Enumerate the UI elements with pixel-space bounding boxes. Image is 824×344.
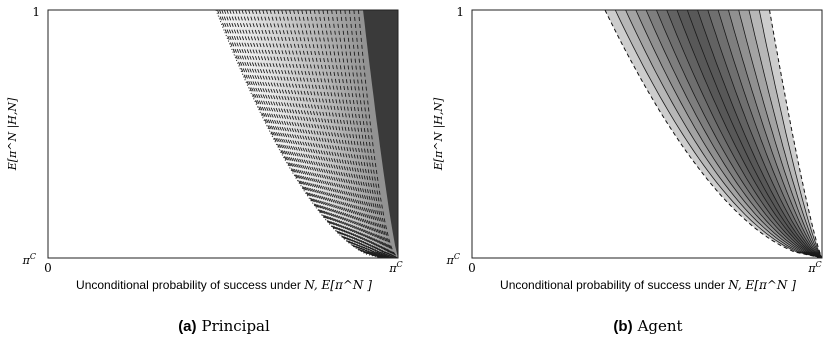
shade-band [759,10,822,258]
contour-line [223,9,383,259]
shade-band [615,10,822,258]
plot-area-b [604,9,823,259]
x-axis-label-b: Unconditional probability of success und… [500,278,796,292]
axes-frame-a [47,9,399,259]
contour-line [241,9,386,259]
shade-band [656,10,822,258]
contour-line [614,9,823,259]
axes-frame-b [471,9,823,259]
shade-band [646,10,822,258]
contour-line [285,9,391,259]
contour-line [635,9,823,259]
contour-line [313,9,394,259]
contour-line [277,9,390,259]
shade-band [707,10,822,258]
contour-line [331,9,396,259]
boundary-right [769,9,823,259]
shade-band [666,10,822,258]
contour-line [697,9,823,259]
y-tick-top-a: 1 [32,5,40,19]
x-tick-left-b: 0 [468,261,476,275]
contour-line [318,9,394,259]
shade-band [625,10,822,258]
shade-band [718,10,822,258]
contour-line [273,9,389,259]
x-tick-right-b: πC [807,260,821,275]
contour-line [748,9,823,259]
contour-line [248,9,386,259]
x-axis-label-a: Unconditional probability of success und… [76,278,372,292]
contour-line [235,9,385,259]
contour-line [717,9,823,259]
y-tick-top-b: 1 [456,5,464,19]
contour-line [297,9,392,259]
caption-b: (b) Agent [613,317,682,335]
contour-line [335,9,396,259]
y-axis-label-b: E[π^N |H,N] [432,97,446,171]
contour-line [251,9,387,259]
contour-line [229,9,384,259]
contour-line [238,9,385,259]
plot-area-a [215,9,398,259]
shade-band [605,10,822,258]
contour-line [255,9,387,259]
contour-line [269,9,389,259]
shade-band [738,10,822,258]
contour-line [301,9,393,259]
contour-line [738,9,823,259]
contour-line [676,9,823,259]
shade-band [748,10,822,258]
caption-a: (a) Principal [178,317,270,335]
contour-line [625,9,823,259]
contour-line [322,9,395,259]
contour-line [262,9,388,259]
y-tick-bottom-a: πC [22,252,36,267]
shade-band [687,10,822,258]
contour-line [305,9,393,259]
contour-line [666,9,823,259]
shade-band [677,10,822,258]
panel-a: 1 πC 0 πC E[π^N |H,N] Unconditional prob… [6,5,403,335]
contour-line [656,9,823,259]
contour-line [265,9,389,259]
contour-line [281,9,390,259]
contour-line [221,9,382,259]
panel-b: 1 πC 0 πC E[π^N |H,N] Unconditional prob… [432,5,823,335]
contour-line [219,9,382,259]
contour-line [217,9,382,259]
contour-line [728,9,823,259]
contour-line [244,9,386,259]
contour-line [707,9,823,259]
contour-line [293,9,392,259]
contour-line [289,9,391,259]
contour-line [226,9,383,259]
shade-band [635,10,822,258]
shade-band [728,10,822,258]
x-tick-left-a: 0 [44,261,52,275]
contour-line [645,9,823,259]
boundary-line [215,9,381,259]
y-tick-bottom-b: πC [446,252,460,267]
boundary-left [604,9,823,259]
contour-line [258,9,388,259]
contour-line [686,9,823,259]
x-tick-right-a: πC [388,260,402,275]
contour-line [232,9,384,259]
contour-line [758,9,823,259]
y-axis-label-a: E[π^N |H,N] [6,97,20,171]
contour-line [326,9,395,259]
contour-line [309,9,394,259]
dark-region [363,10,398,258]
